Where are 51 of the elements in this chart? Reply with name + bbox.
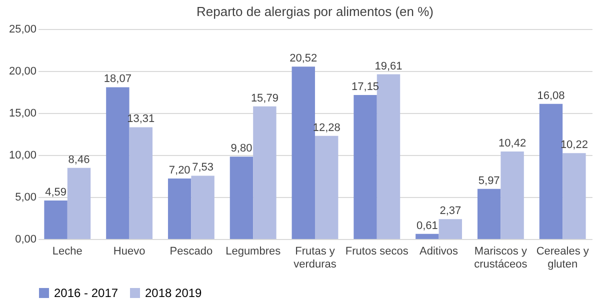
y-tick-label: 20,00 [8, 66, 36, 78]
y-tick-label: 0,00 [15, 234, 36, 246]
bar [129, 127, 153, 239]
x-tick-label: Mariscos y crustáceos [474, 246, 528, 270]
bar [539, 104, 563, 239]
x-tick-label: Aditivos [420, 246, 459, 258]
data-label: 8,46 [68, 154, 90, 166]
data-label: 20,52 [290, 52, 318, 65]
bar [477, 188, 501, 239]
x-tick-label: Cereales y gluten [536, 246, 590, 270]
x-tick-label: Frutos secos [345, 246, 409, 258]
data-label: 15,79 [250, 92, 278, 104]
y-tick-label: 15,00 [8, 108, 36, 120]
x-tick-label: Legumbres [226, 246, 282, 258]
x-tick-label: Leche [52, 246, 82, 258]
chart-title: Reparto de alergias por alimentos (en %) [196, 4, 434, 19]
data-label: 19,61 [374, 60, 402, 72]
y-tick-label: 5,00 [15, 192, 36, 204]
data-label: 16,08 [537, 90, 565, 102]
data-label: 18,07 [104, 73, 132, 86]
bar [315, 136, 338, 239]
y-tick-label: 25,00 [8, 24, 36, 36]
bar [253, 106, 276, 239]
bar [44, 200, 68, 239]
data-label: 7,20 [168, 164, 190, 177]
x-tick-label: Huevo [113, 246, 146, 258]
bar [376, 74, 400, 239]
data-label: 10,42 [498, 137, 526, 150]
bar [562, 153, 586, 239]
data-label: 4,59 [45, 186, 67, 198]
bar [354, 94, 377, 239]
legend-label: 2016 - 2017 [54, 286, 118, 300]
bar [500, 151, 524, 239]
bar [292, 66, 315, 239]
bar [230, 156, 254, 239]
data-label: 7,53 [192, 162, 214, 174]
data-label: 9,80 [230, 142, 252, 155]
data-label: 17,15 [352, 80, 380, 93]
x-tick-label: Frutas y verduras [294, 246, 337, 270]
data-label: 5,97 [478, 174, 500, 187]
bar [438, 219, 462, 239]
data-label: 2,37 [440, 205, 462, 218]
x-tick-label: Pescado [170, 246, 213, 258]
legend-label: 2018 2019 [145, 286, 202, 300]
bar [168, 178, 192, 239]
bar [67, 168, 91, 239]
bar [106, 87, 130, 239]
data-label: 0,61 [416, 220, 438, 232]
y-tick-label: 10,00 [8, 150, 36, 162]
bar [191, 176, 214, 239]
bar [416, 234, 439, 239]
